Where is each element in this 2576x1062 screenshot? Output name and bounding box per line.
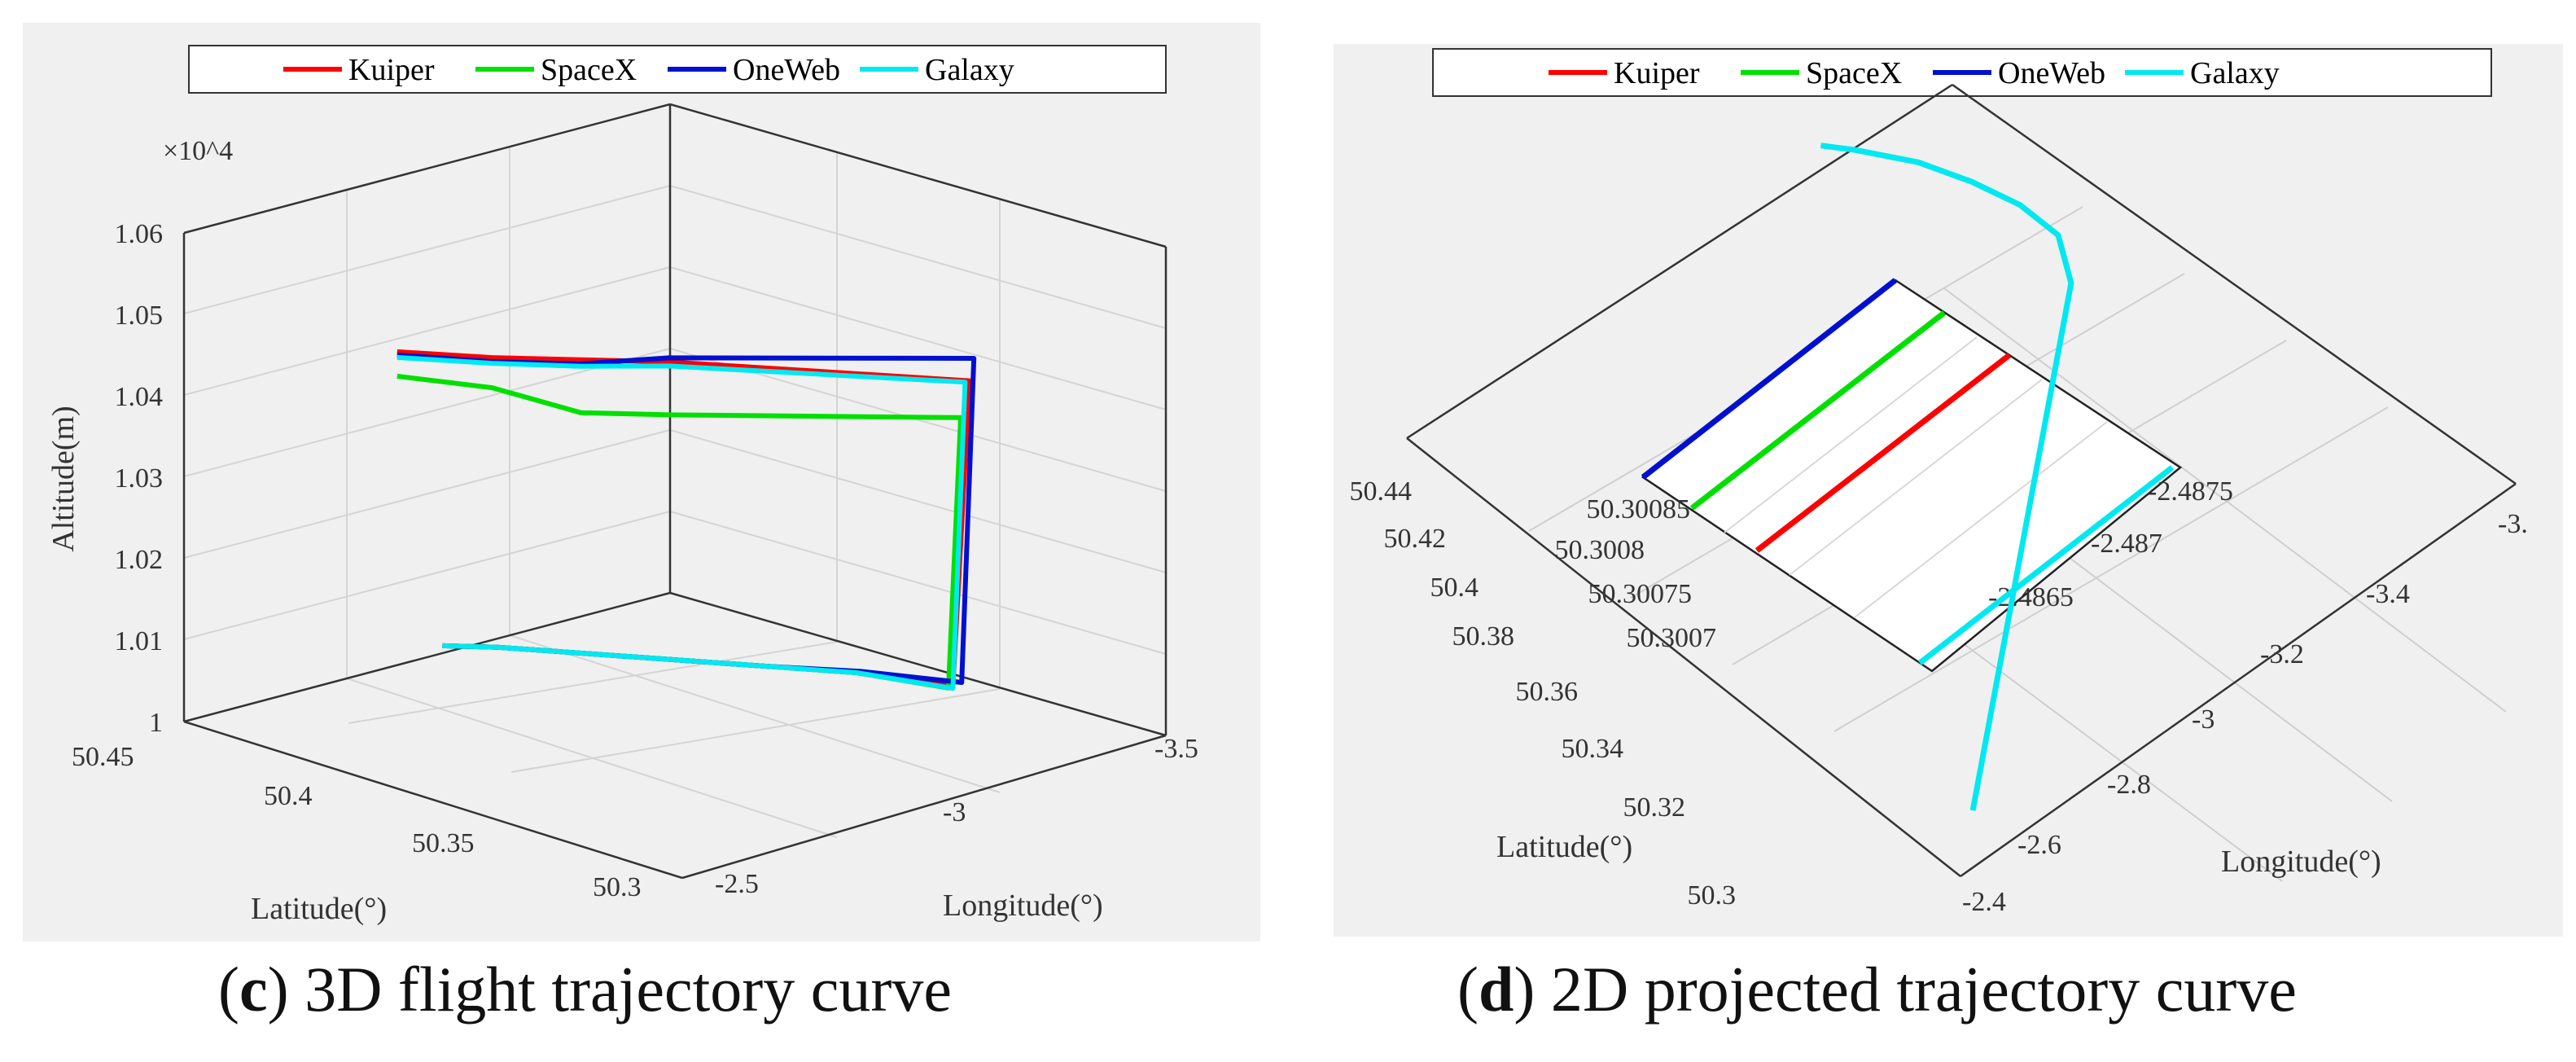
- trajectories-2d: [1641, 143, 2175, 811]
- lat-axis-label-c: Latitude(°): [251, 892, 387, 926]
- lat-tick: 50.32: [1623, 792, 1686, 823]
- legend-d: Kuiper SpaceX OneWeb Galaxy: [1432, 48, 2492, 97]
- lon-tick: -3.: [2498, 509, 2528, 539]
- caption-letter: c: [239, 954, 268, 1025]
- lon-tick: -3: [2192, 704, 2215, 735]
- trajectory-3d-oneweb: [396, 352, 977, 685]
- lat-tick: 50.3: [593, 872, 642, 902]
- legend-label-oneweb: OneWeb: [1998, 56, 2105, 90]
- z-tick: 1.02: [115, 545, 164, 575]
- panel-2d-projection: Kuiper SpaceX OneWeb Galaxy: [1334, 44, 2563, 937]
- lon-tick: -3.2: [2260, 639, 2304, 669]
- inset-line-kuiper: [1755, 353, 2012, 553]
- lon-tick: -2.6: [2017, 830, 2061, 860]
- z-tick: 1.06: [115, 219, 164, 249]
- caption-paren-close: ): [1514, 954, 1536, 1025]
- caption-text: 3D flight trajectory curve: [288, 954, 952, 1025]
- inset-lat-tick: 50.30075: [1588, 579, 1693, 609]
- legend-c: Kuiper SpaceX OneWeb Galaxy: [188, 45, 1167, 94]
- lat-tick: 50.44: [1350, 476, 1413, 507]
- caption-c: (c) 3D flight trajectory curve: [218, 953, 952, 1026]
- chart-3d-trajectory: Kuiper SpaceX OneWeb Galaxy: [46, 45, 1198, 926]
- lon-tick: -3: [943, 797, 966, 827]
- inset-lat-ticks: 50.30085 50.3008 50.30075 50.3007: [1555, 494, 1717, 653]
- caption-letter: d: [1478, 954, 1514, 1025]
- inset-lat-tick: 50.3007: [1627, 623, 1717, 653]
- inset-lon-ticks: -2.4875 -2.487 -2.4865: [1988, 476, 2233, 612]
- lon-ticks-c: -2.5 -3 -3.5: [715, 734, 1198, 899]
- axes-3d: [182, 103, 1168, 880]
- inset-lat-tick: 50.3008: [1555, 535, 1645, 565]
- lat-ticks-c: 50.45 50.4 50.35 50.3: [72, 742, 642, 902]
- caption-paren-close: ): [267, 954, 289, 1025]
- lon-ticks-d: -2.4 -2.6 -2.8 -3 -3.2 -3.4 -3.: [1962, 509, 2528, 917]
- lon-tick: -3.5: [1154, 734, 1198, 764]
- lat-tick: 50.4: [1430, 573, 1479, 603]
- lat-axis-label-d: Latitude(°): [1496, 830, 1632, 864]
- panel-3d-trajectory: Kuiper SpaceX OneWeb Galaxy: [23, 23, 1260, 941]
- lon-tick: -2.4: [1962, 887, 2006, 917]
- lat-tick: 50.3: [1688, 880, 1737, 911]
- axes-2d: [1406, 83, 2517, 878]
- chart-2d-projection: Kuiper SpaceX OneWeb Galaxy: [1350, 48, 2528, 917]
- legend-label-oneweb: OneWeb: [733, 53, 840, 87]
- legend-label-spacex: SpaceX: [1806, 56, 1902, 90]
- legend-label-galaxy: Galaxy: [2190, 56, 2280, 90]
- inset-line-galaxy: [1917, 465, 2175, 665]
- z-axis-label: Altitude(m): [46, 406, 81, 551]
- lon-axis-label-c: Longitude(°): [943, 889, 1103, 923]
- lat-tick: 50.36: [1516, 677, 1579, 707]
- caption-paren-open: (: [218, 954, 239, 1025]
- lat-tick: 50.34: [1562, 734, 1624, 764]
- legend-label-galaxy: Galaxy: [925, 53, 1014, 87]
- inset-lon-tick: -2.487: [2091, 529, 2162, 559]
- caption-d: (d) 2D projected trajectory curve: [1457, 953, 2297, 1026]
- z-scale-note: ×10^4: [163, 136, 233, 166]
- lon-tick: -3.4: [2366, 579, 2410, 609]
- lon-tick: -2.8: [2107, 770, 2151, 800]
- legend-label-spacex: SpaceX: [541, 53, 637, 87]
- legend-label-kuiper: Kuiper: [348, 53, 435, 87]
- inset-line-oneweb: [1641, 278, 1898, 480]
- caption-paren-open: (: [1457, 954, 1479, 1025]
- inset-line-spacex: [1689, 310, 1947, 511]
- lat-tick: 50.4: [264, 781, 313, 811]
- lat-tick: 50.38: [1452, 621, 1515, 652]
- trajectories-3d: [396, 349, 977, 691]
- lat-tick: 50.45: [72, 742, 134, 772]
- grid-3d: [183, 103, 1167, 838]
- z-ticks: ×10^4 1.06 1.05 1.04 1.03 1.02 1.01 1: [115, 136, 234, 738]
- trajectory-3d-spacex: [396, 373, 963, 691]
- z-tick: 1.05: [115, 301, 164, 331]
- z-tick: 1: [149, 708, 163, 738]
- z-tick: 1.04: [115, 382, 164, 412]
- lon-axis-label-d: Longitude(°): [2221, 845, 2381, 879]
- z-tick: 1.03: [115, 463, 164, 494]
- lon-tick: -2.5: [715, 869, 759, 899]
- lat-ticks-d: 50.44 50.42 50.4 50.38 50.36 50.34 50.32…: [1350, 476, 1737, 911]
- inset-lat-tick: 50.30085: [1587, 494, 1691, 524]
- lat-tick: 50.42: [1384, 524, 1447, 554]
- trajectory-3d-galaxy: [396, 354, 968, 691]
- caption-text: 2D projected trajectory curve: [1535, 954, 2297, 1025]
- lat-tick: 50.35: [412, 828, 475, 858]
- legend-label-kuiper: Kuiper: [1614, 56, 1700, 90]
- z-tick: 1.01: [115, 626, 164, 656]
- trajectory-3d-kuiper: [396, 349, 972, 690]
- inset-lon-tick: -2.4875: [2148, 476, 2233, 507]
